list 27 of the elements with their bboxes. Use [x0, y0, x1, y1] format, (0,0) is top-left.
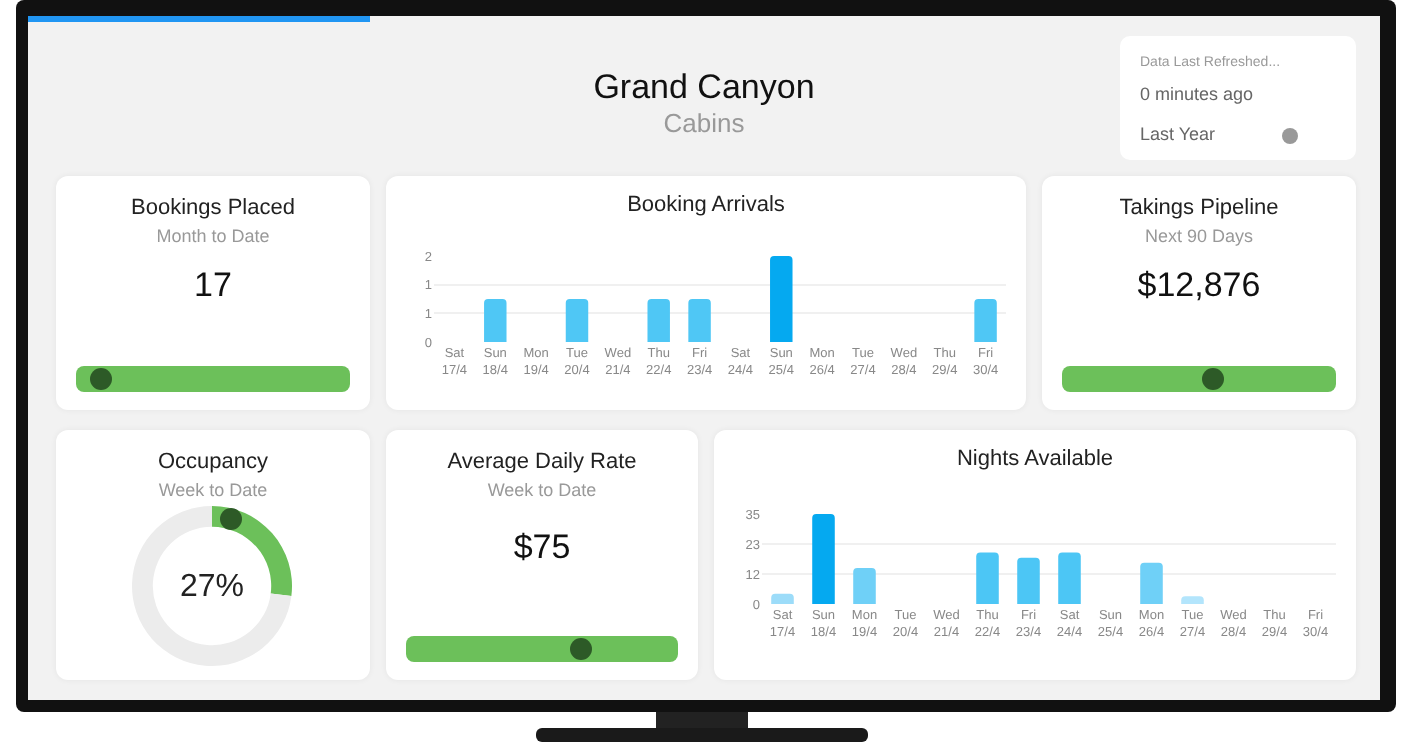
text: Week to Date	[485, 480, 599, 500]
text: Month to Date	[154, 226, 272, 246]
chart-title: Booking Arrivals	[627, 193, 786, 218]
bar	[853, 568, 876, 604]
text: Last Year	[1140, 124, 1216, 144]
text: 27%	[180, 570, 245, 604]
bar	[1140, 562, 1163, 604]
text: Takings Pipeline	[1117, 196, 1281, 220]
bar	[1181, 596, 1204, 604]
text: Grand Canyon	[593, 68, 815, 106]
bar	[1017, 557, 1040, 604]
donut-slice	[132, 506, 292, 666]
text: $75	[511, 528, 573, 568]
chart-title: Occupancy	[155, 450, 271, 474]
text: 0 minutes ago	[1140, 84, 1254, 104]
text: Bookings Placed	[129, 196, 297, 220]
bar	[771, 593, 794, 604]
bar	[1058, 552, 1081, 604]
bar	[976, 552, 999, 604]
text: Cabins	[663, 108, 745, 138]
bar	[812, 514, 835, 604]
text: 17	[192, 266, 234, 306]
chart-title: Nights Available	[956, 447, 1114, 472]
text: Average Daily Rate	[445, 450, 639, 474]
text: Next 90 Days	[1142, 226, 1256, 246]
chart-subtitle: Week to Date	[156, 480, 270, 500]
text: $12,876	[1135, 266, 1263, 306]
